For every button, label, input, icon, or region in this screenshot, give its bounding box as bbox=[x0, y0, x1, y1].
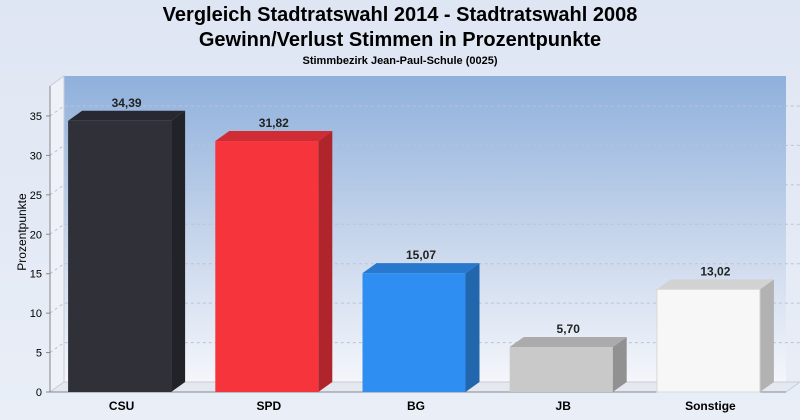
data-label-sonstige: 13,02 bbox=[700, 264, 730, 278]
bar-top-jb bbox=[509, 337, 627, 348]
x-tick-label-spd: SPD bbox=[256, 399, 281, 413]
bar-side-sonstige bbox=[759, 279, 774, 392]
bar-side-spd bbox=[318, 131, 333, 392]
y-tick-label: 0 bbox=[36, 387, 42, 399]
data-label-spd: 31,82 bbox=[259, 116, 289, 130]
y-tick-label: 10 bbox=[30, 308, 42, 320]
bar-jb bbox=[509, 347, 613, 392]
bar-spd bbox=[215, 141, 319, 392]
data-label-bg: 15,07 bbox=[406, 248, 436, 262]
y-tick-label: 25 bbox=[30, 190, 42, 202]
x-tick-label-bg: BG bbox=[407, 399, 425, 413]
bar-top-bg bbox=[362, 263, 480, 274]
chart-subtitle: Gewinn/Verlust Stimmen in Prozentpunkte bbox=[198, 29, 602, 51]
bar-top-spd bbox=[215, 131, 333, 142]
chart-caption: Stimmbezirk Jean-Paul-Schule (0025) bbox=[302, 55, 498, 67]
bar-bg bbox=[362, 273, 466, 392]
y-tick-label: 30 bbox=[30, 150, 42, 162]
y-tick-label: 5 bbox=[36, 348, 42, 360]
data-label-csu: 34,39 bbox=[112, 96, 142, 110]
bar-side-bg bbox=[465, 263, 480, 392]
bar-top-csu bbox=[68, 110, 186, 121]
bar-side-csu bbox=[171, 110, 186, 392]
x-tick-label-sonstige: Sonstige bbox=[685, 399, 736, 413]
bar-side-jb bbox=[612, 337, 627, 392]
data-label-jb: 5,70 bbox=[557, 322, 581, 336]
x-tick-label-csu: CSU bbox=[109, 399, 134, 413]
x-tick-label-jb: JB bbox=[556, 399, 572, 413]
bar-sonstige bbox=[656, 288, 761, 393]
y-tick-label: 20 bbox=[30, 229, 42, 241]
chart-title: Vergleich Stadtratswahl 2014 - Stadtrats… bbox=[162, 4, 638, 26]
y-tick-label: 35 bbox=[30, 111, 42, 123]
y-tick-label: 15 bbox=[30, 269, 42, 281]
bar-csu bbox=[68, 120, 172, 392]
bar-top-sonstige bbox=[656, 279, 774, 290]
